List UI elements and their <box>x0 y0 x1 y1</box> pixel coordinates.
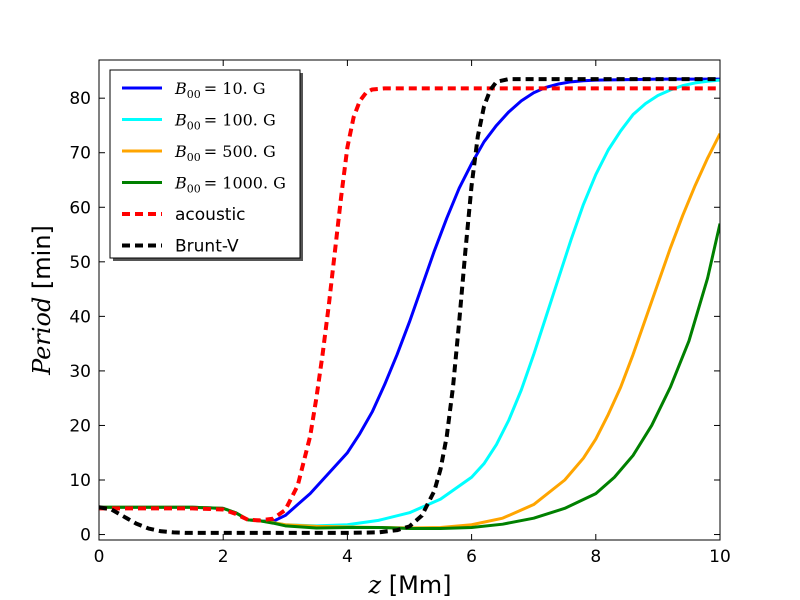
x-tick-label: 4 <box>342 547 353 567</box>
legend: B00 = 10. G B00 = 100. G B00 = 500. G B00 = 100… <box>109 69 303 261</box>
y-tick-label: 70 <box>69 144 91 164</box>
legend-box <box>109 69 301 259</box>
legend-label-4: acoustic <box>175 205 246 225</box>
legend-label-2: B00 = 500. G <box>174 142 276 164</box>
y-tick-label: 40 <box>69 307 91 327</box>
y-axis-label: Period [min] <box>28 225 56 376</box>
y-tick-label: 30 <box>69 362 91 382</box>
ticks-layer: 0 2 4 6 8 10 0 10 20 30 40 50 60 70 80 <box>69 60 731 567</box>
y-tick-label: 0 <box>80 526 91 546</box>
y-tick-label: 80 <box>69 89 91 109</box>
x-tick-label: 2 <box>218 547 229 567</box>
series-layer <box>99 77 720 535</box>
legend-label-3: B00 = 1000. G <box>174 174 286 196</box>
x-axis-label: z [Mm] <box>367 571 451 599</box>
legend-label-5: Brunt-V <box>175 237 239 257</box>
legend-label-0: B00 = 10. G <box>174 79 266 101</box>
y-tick-label: 60 <box>69 198 91 218</box>
series-line-4 <box>99 86 720 523</box>
y-tick-label: 10 <box>69 471 91 491</box>
series-line-3 <box>99 223 720 531</box>
x-tick-label: 0 <box>94 547 105 567</box>
legend-label-1: B00 = 100. G <box>174 111 276 133</box>
y-tick-label: 50 <box>69 253 91 273</box>
plot-frame <box>98 59 721 541</box>
x-tick-label: 6 <box>466 547 477 567</box>
series-line-5 <box>99 77 720 535</box>
x-tick-label: 8 <box>590 547 601 567</box>
x-tick-label: 10 <box>709 547 731 567</box>
y-tick-label: 20 <box>69 416 91 436</box>
